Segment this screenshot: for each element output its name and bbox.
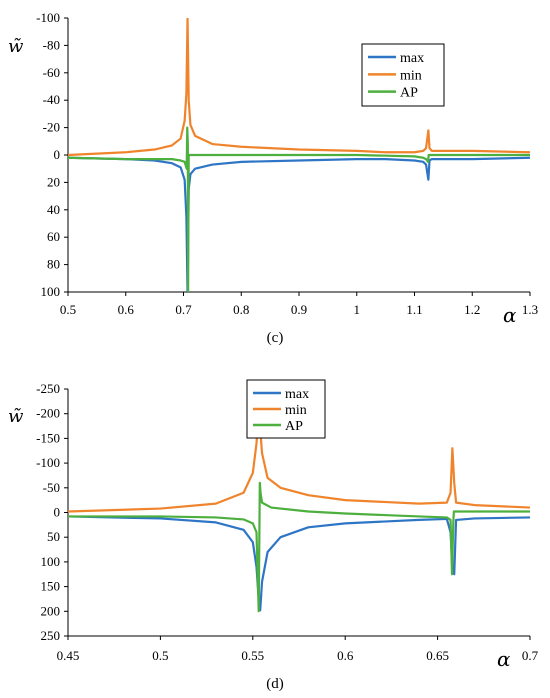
x-tick-label: 0.7 xyxy=(522,648,539,663)
y-tick-label: -40 xyxy=(43,92,60,107)
series-line-ap xyxy=(68,126,530,292)
y-tick-label: 60 xyxy=(47,229,60,244)
x-axis-label: α xyxy=(497,647,511,671)
legend: max min AP xyxy=(361,43,445,107)
y-tick-label: -200 xyxy=(36,406,60,421)
y-tick-label: -250 xyxy=(36,381,60,396)
y-tick-label: -150 xyxy=(36,430,60,445)
legend-label-ap: AP xyxy=(285,419,303,434)
x-tick-label: 0.8 xyxy=(233,302,249,317)
series-line-ap xyxy=(68,481,530,613)
series-line-max xyxy=(68,515,530,612)
y-tick-label: 150 xyxy=(41,579,61,594)
y-tick-label: 0 xyxy=(54,505,61,520)
y-tick-label: 20 xyxy=(47,174,60,189)
legend-label-ap: AP xyxy=(400,86,418,101)
y-tick-label: -60 xyxy=(43,65,60,80)
y-axis-label: w̃ xyxy=(8,36,24,57)
x-tick-label: 0.6 xyxy=(337,648,354,663)
x-axis-label: α xyxy=(503,303,517,327)
y-tick-label: 50 xyxy=(47,529,60,544)
y-tick-label: 100 xyxy=(41,554,61,569)
x-tick-label: 1 xyxy=(354,302,361,317)
y-tick-label: -80 xyxy=(43,37,60,52)
y-tick-label: 100 xyxy=(41,284,61,299)
x-tick-label: 0.65 xyxy=(426,648,449,663)
y-tick-label: 40 xyxy=(47,202,60,217)
legend-label-max: max xyxy=(400,51,424,66)
y-tick-label: -100 xyxy=(36,455,60,470)
y-tick-label: 200 xyxy=(41,603,61,618)
y-tick-label: -100 xyxy=(36,10,60,25)
x-tick-label: 1.1 xyxy=(406,302,422,317)
x-tick-label: 0.9 xyxy=(291,302,307,317)
y-tick-label: 80 xyxy=(47,257,60,272)
x-tick-label: 0.7 xyxy=(175,302,192,317)
x-tick-label: 0.5 xyxy=(152,648,168,663)
y-tick-label: -50 xyxy=(43,480,60,495)
series-line-min xyxy=(68,18,530,157)
chart-d: -250 -200 -150 -100 -50 0 50 100 150 200 250 0.45 0.… xyxy=(8,379,539,692)
chart-c: -100 -80 -60 -40 -20 0 20 40 60 80 100 0.5 0.6 0.7 0.8… xyxy=(8,10,538,346)
x-tick-label: 0.45 xyxy=(57,648,80,663)
series-line-max xyxy=(68,156,530,292)
x-tick-label: 0.6 xyxy=(118,302,135,317)
y-tick-label: 0 xyxy=(54,147,61,162)
y-tick-label: -20 xyxy=(43,120,60,135)
legend-label-min: min xyxy=(400,68,422,83)
chart-caption: (c) xyxy=(267,330,284,346)
x-tick-label: 0.5 xyxy=(60,302,76,317)
chart-caption: (d) xyxy=(266,676,284,692)
legend-label-max: max xyxy=(285,387,309,402)
y-axis-label: w̃ xyxy=(8,406,24,427)
x-tick-label: 1.2 xyxy=(464,302,480,317)
y-tick-label: 250 xyxy=(41,628,61,643)
x-tick-label: 0.55 xyxy=(241,648,264,663)
x-tick-label: 1.3 xyxy=(522,302,538,317)
series-line-min xyxy=(68,412,530,513)
legend-label-min: min xyxy=(285,403,307,418)
